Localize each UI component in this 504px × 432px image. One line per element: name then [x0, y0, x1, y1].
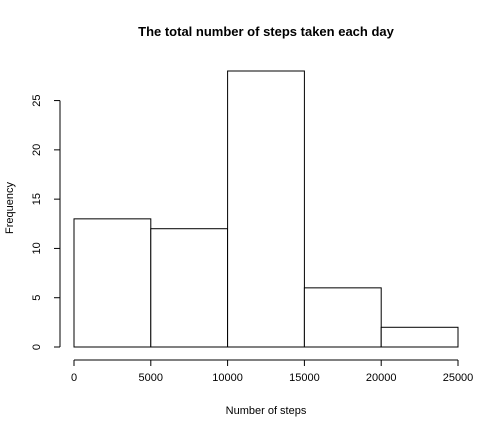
x-tick-label-5: 25000 [443, 372, 474, 384]
y-tick-label-3: 15 [31, 193, 43, 205]
bars [73, 70, 459, 348]
x-tick-label-3: 15000 [289, 372, 320, 384]
chart-title: The total number of steps taken each day [138, 24, 394, 39]
y-tick-label-0: 0 [31, 344, 43, 350]
x-tick-label-2: 10000 [212, 372, 243, 384]
y-axis-label: Frequency [4, 182, 16, 234]
bar-1 [150, 228, 229, 348]
y-tick-label-1: 5 [31, 295, 43, 301]
y-axis: 0 5 10 15 20 25 [31, 94, 61, 350]
x-tick-label-4: 20000 [366, 372, 397, 384]
bar-3 [303, 287, 382, 348]
bar-2 [227, 70, 305, 348]
x-axis: 0 5000 10000 15000 20000 25000 [71, 359, 474, 384]
y-tick-label-5: 25 [31, 94, 43, 106]
x-tick-label-0: 0 [71, 372, 77, 384]
x-tick-label-1: 5000 [139, 372, 163, 384]
x-axis-label: Number of steps [226, 405, 307, 417]
y-tick-label-4: 20 [31, 144, 43, 156]
bar-0 [73, 218, 152, 348]
y-tick-label-2: 10 [31, 242, 43, 254]
bar-4 [380, 326, 459, 348]
